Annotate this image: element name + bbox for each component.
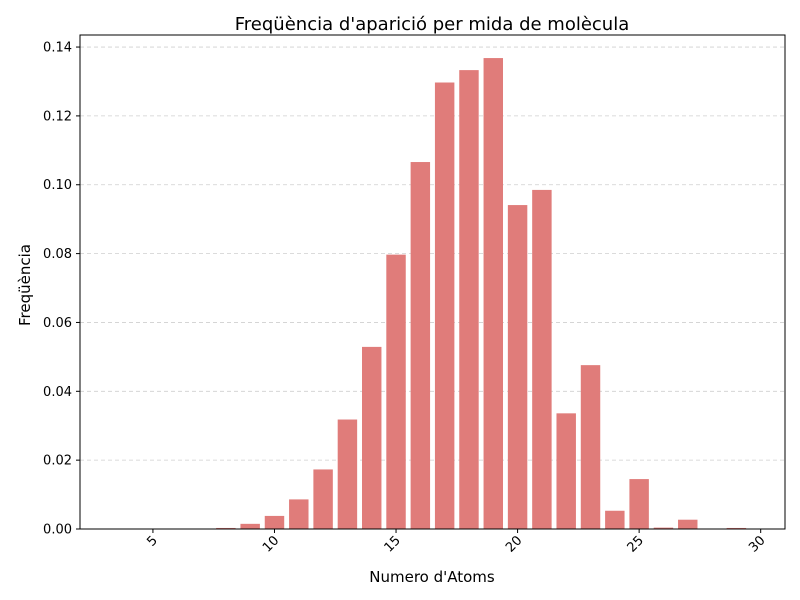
y-axis-label: Freqüència	[16, 244, 34, 326]
x-tick-label: 20	[503, 533, 525, 555]
y-axis-ticks: 0.00 0.02 0.04 0.06 0.08 0.10 0.12 0.14	[43, 41, 80, 538]
bar	[459, 70, 479, 529]
x-tick-label: 5	[144, 533, 160, 549]
bar	[313, 469, 333, 529]
bars	[216, 58, 747, 529]
bar	[240, 523, 260, 529]
bar	[678, 519, 698, 529]
grid-lines	[80, 46, 785, 530]
bar	[434, 82, 455, 529]
bar	[386, 254, 406, 529]
y-tick-label: 0.06	[43, 316, 72, 331]
x-tick-label: 30	[746, 533, 768, 555]
bar	[629, 479, 649, 529]
bar	[556, 413, 576, 529]
x-tick-label: 25	[625, 533, 647, 555]
bar	[605, 510, 625, 529]
x-axis-ticks: 5 10 15 20 25 30	[144, 529, 769, 556]
bar	[410, 162, 431, 529]
y-tick-label: 0.10	[43, 178, 72, 193]
y-tick-label: 0.04	[43, 385, 72, 400]
y-tick-label: 0.02	[43, 454, 72, 469]
y-tick-label: 0.14	[43, 41, 72, 56]
bar	[653, 527, 674, 529]
x-tick-label: 15	[382, 533, 404, 555]
x-axis-label: Numero d'Atoms	[369, 568, 495, 586]
bar	[289, 499, 309, 529]
bar	[483, 58, 503, 529]
y-tick-label: 0.08	[43, 247, 72, 262]
plot-frame	[79, 34, 786, 530]
chart-title: Freqüència d'aparició per mida de molècu…	[235, 14, 630, 35]
bar	[264, 515, 285, 529]
bar	[362, 346, 382, 529]
y-tick-label: 0.00	[43, 523, 72, 538]
x-tick-label: 10	[260, 533, 282, 555]
bar	[532, 189, 552, 529]
bar	[726, 527, 747, 529]
y-tick-label: 0.12	[43, 109, 72, 124]
bar	[337, 419, 358, 529]
bar	[507, 205, 528, 529]
bar	[216, 527, 236, 529]
bar	[580, 365, 601, 529]
